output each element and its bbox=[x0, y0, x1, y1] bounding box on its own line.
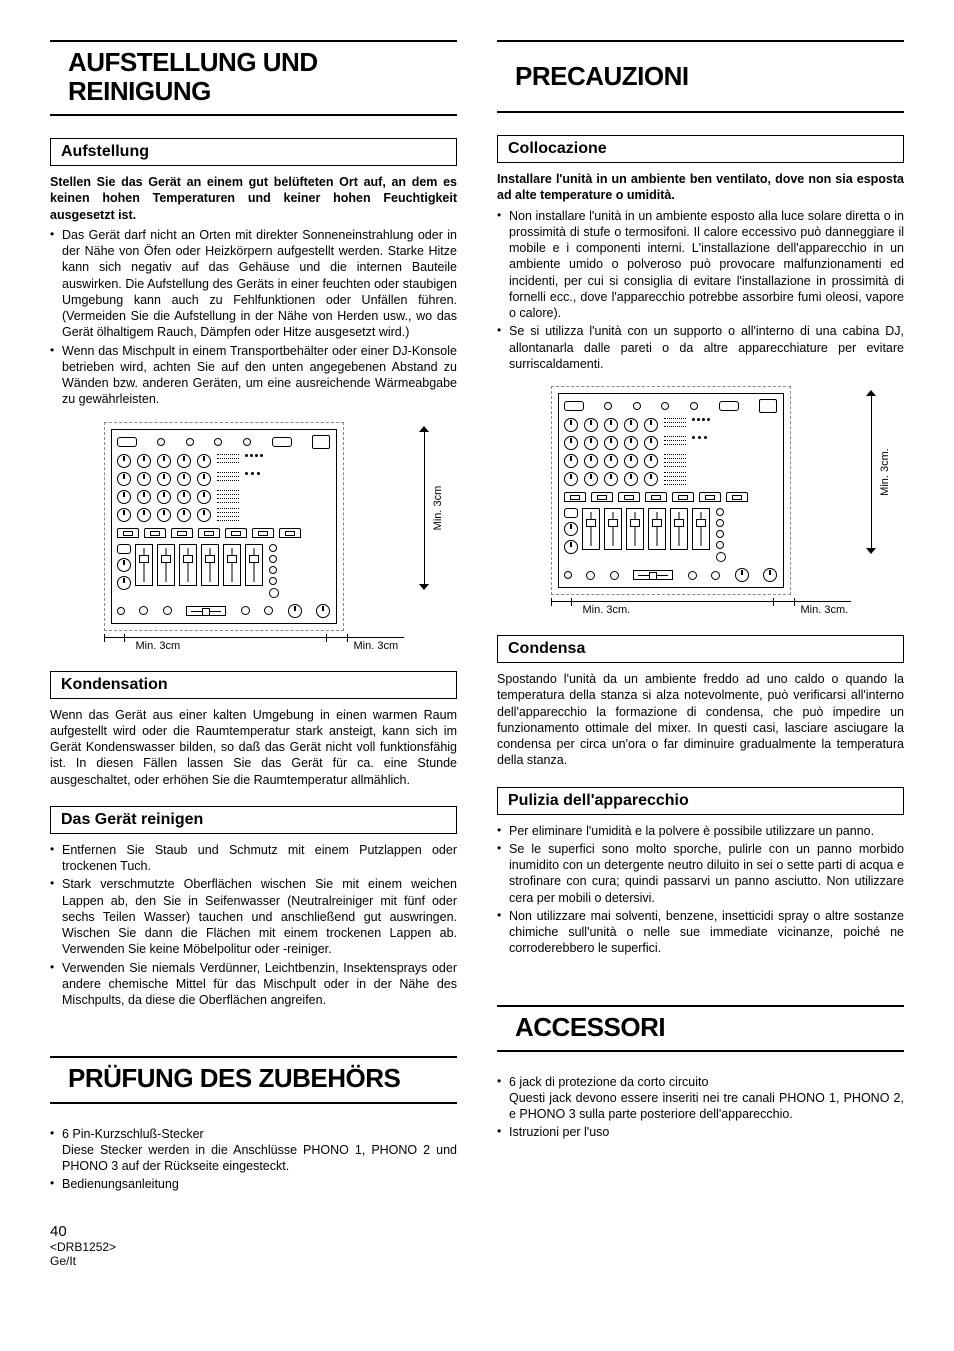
list-accessori: 6 jack di protezione da corto circuito Q… bbox=[497, 1074, 904, 1141]
clearance-diagram-it: Min. 3cm. Min. 3cm. Min. 3cm. bbox=[497, 386, 904, 617]
list-item: Das Gerät darf nicht an Orten mit direkt… bbox=[50, 227, 457, 341]
list-item: Entfernen Sie Staub und Schmutz mit eine… bbox=[50, 842, 457, 875]
doc-lang: Ge/It bbox=[50, 1254, 457, 1268]
para-condensa: Spostando l'unità da un ambiente freddo … bbox=[497, 671, 904, 769]
label-min-right: Min. 3cm bbox=[354, 640, 399, 652]
column-italian: PRECAUZIONI Collocazione Installare l'un… bbox=[497, 40, 904, 1268]
list-item: Stark verschmutzte Oberflächen wischen S… bbox=[50, 876, 457, 957]
acc-label: 6 Pin-Kurzschluß-Stecker bbox=[62, 1127, 204, 1141]
heading-precauzioni: PRECAUZIONI bbox=[497, 40, 904, 113]
page-number: 40 bbox=[50, 1223, 457, 1240]
accessory-section-de: PRÜFUNG DES ZUBEHÖRS 6 Pin-Kurzschluß-St… bbox=[50, 1056, 457, 1192]
list-item: 6 Pin-Kurzschluß-Stecker Diese Stecker w… bbox=[50, 1126, 457, 1175]
list-item: Per eliminare l'umidità e la polvere è p… bbox=[497, 823, 904, 839]
heading-line2: REINIGUNG bbox=[68, 76, 211, 106]
subheading-condensa: Condensa bbox=[497, 635, 904, 663]
heading-setup-cleaning: AUFSTELLUNG UND REINIGUNG bbox=[50, 40, 457, 116]
subheading-kondensation: Kondensation bbox=[50, 671, 457, 699]
list-item: Non utilizzare mai solventi, benzene, in… bbox=[497, 908, 904, 957]
list-item: 6 jack di protezione da corto circuito Q… bbox=[497, 1074, 904, 1123]
label-min-left: Min. 3cm bbox=[136, 640, 181, 652]
heading-accessori: ACCESSORI bbox=[497, 1005, 904, 1052]
page-footer: 40 <DRB1252> Ge/It bbox=[50, 1223, 457, 1268]
acc-label: 6 jack di protezione da corto circuito bbox=[509, 1075, 708, 1089]
subheading-pulizia: Pulizia dell'apparecchio bbox=[497, 787, 904, 815]
intro-collocazione: Installare l'unità in un ambiente ben ve… bbox=[497, 171, 904, 204]
doc-code: <DRB1252> bbox=[50, 1240, 457, 1254]
accessory-section-it: ACCESSORI 6 jack di protezione da corto … bbox=[497, 1005, 904, 1141]
list-item: Istruzioni per l'uso bbox=[497, 1124, 904, 1140]
para-kondensation: Wenn das Gerät aus einer kalten Umgebung… bbox=[50, 707, 457, 788]
list-reinigen: Entfernen Sie Staub und Schmutz mit eine… bbox=[50, 842, 457, 1009]
list-item: Bedienungsanleitung bbox=[50, 1176, 457, 1192]
list-item: Se le superfici sono molto sporche, puli… bbox=[497, 841, 904, 906]
label-min-left: Min. 3cm. bbox=[583, 604, 631, 616]
label-min-right-vert: Min. 3cm. bbox=[879, 448, 891, 496]
subheading-reinigen: Das Gerät reinigen bbox=[50, 806, 457, 834]
list-aufstellung: Das Gerät darf nicht an Orten mit direkt… bbox=[50, 227, 457, 408]
subheading-aufstellung: Aufstellung bbox=[50, 138, 457, 166]
list-collocazione: Non installare l'unità in un ambiente es… bbox=[497, 208, 904, 373]
list-item: Non installare l'unità in un ambiente es… bbox=[497, 208, 904, 322]
intro-aufstellung: Stellen Sie das Gerät an einem gut belüf… bbox=[50, 174, 457, 223]
acc-desc: Diese Stecker werden in die Anschlüsse P… bbox=[62, 1143, 457, 1173]
subheading-collocazione: Collocazione bbox=[497, 135, 904, 163]
label-min-right: Min. 3cm. bbox=[801, 604, 849, 616]
list-item: Verwenden Sie niemals Verdünner, Leichtb… bbox=[50, 960, 457, 1009]
list-item: Se si utilizza l'unità con un supporto o… bbox=[497, 323, 904, 372]
list-item: Wenn das Mischpult in einem Transportbeh… bbox=[50, 343, 457, 408]
heading-line1: AUFSTELLUNG UND bbox=[68, 47, 318, 77]
heading-zubehoer: PRÜFUNG DES ZUBEHÖRS bbox=[50, 1056, 457, 1103]
clearance-diagram-de: Min. 3cm Min. 3cm Min. 3cm bbox=[50, 422, 457, 653]
list-pulizia: Per eliminare l'umidità e la polvere è p… bbox=[497, 823, 904, 957]
label-min-right-vert: Min. 3cm bbox=[432, 485, 444, 530]
column-german: AUFSTELLUNG UND REINIGUNG Aufstellung St… bbox=[50, 40, 457, 1268]
list-zubehoer: 6 Pin-Kurzschluß-Stecker Diese Stecker w… bbox=[50, 1126, 457, 1193]
acc-desc: Questi jack devono essere inseriti nei t… bbox=[509, 1091, 904, 1121]
